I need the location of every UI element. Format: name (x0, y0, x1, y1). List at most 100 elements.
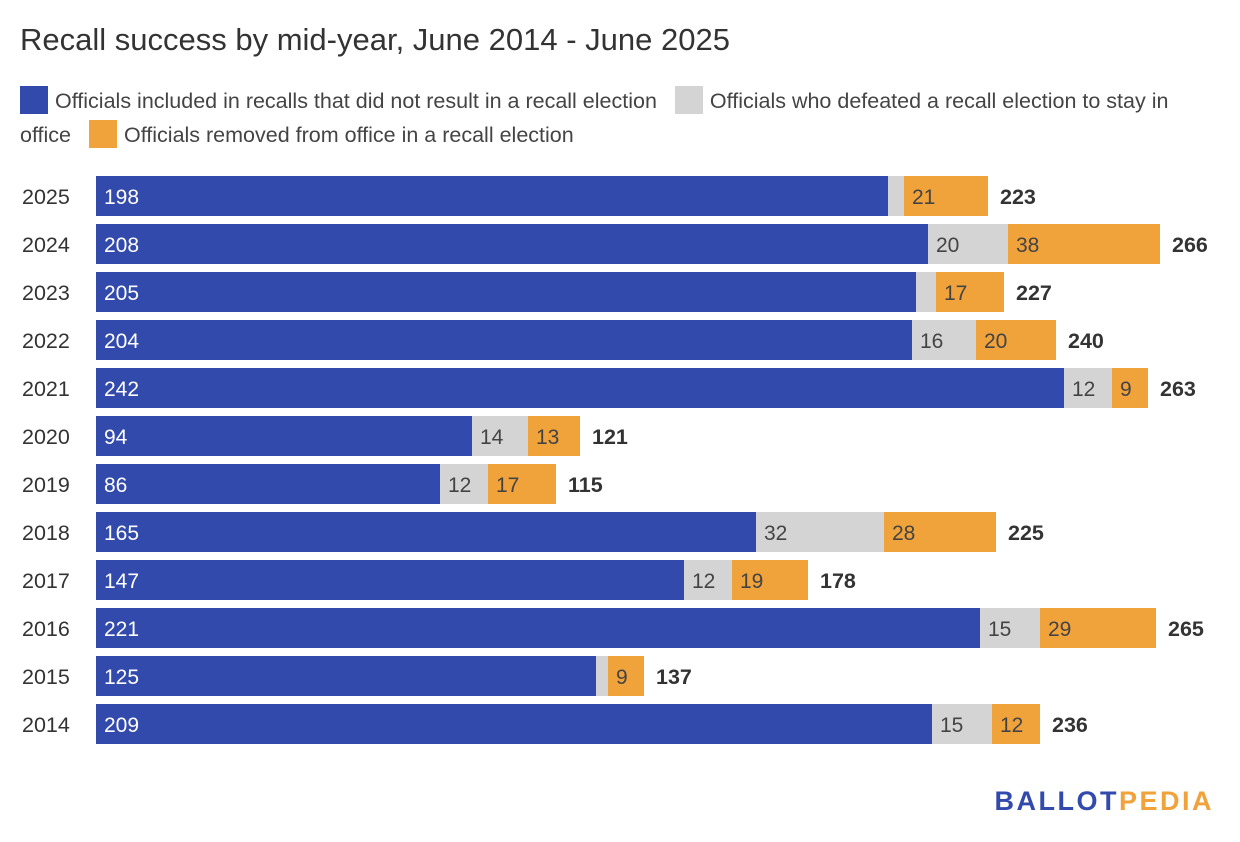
data-label-2017-s3: 19 (740, 570, 763, 593)
data-label-2020-s1: 94 (104, 426, 128, 449)
data-label-2025-s3: 21 (912, 186, 935, 209)
legend-label-removed: Officials removed from office in a recal… (123, 123, 574, 147)
bar-segment-2024-s3 (1008, 224, 1160, 264)
bar-segment-2015-s2 (596, 656, 608, 696)
legend-label-defeated-recall: Officials who defeated a recall election… (20, 89, 1169, 147)
data-label-2014-s3: 12 (1000, 714, 1023, 737)
bar-segment-2020-s3 (528, 416, 580, 456)
total-label-2016: 265 (1168, 617, 1204, 641)
data-label-2024-s1: 208 (104, 234, 139, 257)
data-label-2018-s3: 28 (892, 522, 915, 545)
logo-part-pedia: PEDIA (1118, 786, 1214, 816)
data-label-2018-s1: 165 (104, 522, 139, 545)
legend-item-defeated-recall: Officials who defeated a recall election… (20, 86, 1169, 147)
data-label-2023-s3: 17 (944, 282, 967, 305)
bar-segment-2018-s3 (884, 512, 996, 552)
data-label-2018-s2: 32 (764, 522, 787, 545)
bar-segment-2019-s3 (488, 464, 556, 504)
data-label-2020-s3: 13 (536, 426, 559, 449)
category-label-2019: 2019 (22, 473, 70, 497)
data-label-2022-s1: 204 (104, 330, 139, 353)
bar-segment-2023-s3 (936, 272, 1004, 312)
bar-segment-2015-s1 (96, 656, 596, 696)
total-label-2025: 223 (1000, 185, 1036, 209)
bar-segment-2021-s3 (1112, 368, 1148, 408)
bar-segment-2016-s1 (96, 608, 980, 648)
category-label-2022: 2022 (22, 329, 70, 353)
bar-segment-2015-s3 (608, 656, 644, 696)
data-label-2016-s1: 221 (104, 618, 139, 641)
bar-segment-2017-s2 (684, 560, 732, 600)
category-label-2025: 2025 (22, 185, 70, 209)
chart-title: Recall success by mid-year, June 2014 - … (20, 22, 730, 57)
bar-segment-2022-s1 (96, 320, 912, 360)
category-label-2017: 2017 (22, 569, 70, 593)
total-label-2014: 236 (1052, 713, 1088, 737)
total-label-2024: 266 (1172, 233, 1208, 257)
data-label-2024-s2: 20 (936, 234, 959, 257)
category-label-2020: 2020 (22, 425, 70, 449)
data-label-2021-s3: 9 (1120, 378, 1132, 401)
bar-segment-2018-s1 (96, 512, 756, 552)
data-label-2020-s2: 14 (480, 426, 504, 449)
data-label-2017-s1: 147 (104, 570, 139, 593)
data-label-2021-s2: 12 (1072, 378, 1095, 401)
category-label-2016: 2016 (22, 617, 70, 641)
data-label-2015-s3: 9 (616, 666, 628, 689)
bar-segment-2014-s1 (96, 704, 932, 744)
bar-segment-2025-s1 (96, 176, 888, 216)
bar-segment-2019-s1 (96, 464, 440, 504)
bar-segment-2020-s1 (96, 416, 472, 456)
legend-swatch-removed (88, 120, 117, 148)
total-label-2017: 178 (820, 569, 856, 593)
data-label-2022-s2: 16 (920, 330, 943, 353)
category-label-2018: 2018 (22, 521, 70, 545)
total-label-2022: 240 (1068, 329, 1104, 353)
data-label-2016-s3: 29 (1048, 618, 1071, 641)
legend-swatch-defeated-recall (674, 86, 703, 114)
legend-swatch-not-on-ballot (20, 86, 48, 114)
bar-segment-2024-s2 (928, 224, 1008, 264)
total-label-2019: 115 (568, 473, 603, 497)
bar-segment-2021-s2 (1064, 368, 1112, 408)
bar-segment-2025-s3 (904, 176, 988, 216)
bar-segment-2017-s3 (732, 560, 808, 600)
bar-segment-2016-s3 (1040, 608, 1156, 648)
legend-item-removed: Officials removed from office in a recal… (88, 120, 574, 148)
data-label-2017-s2: 12 (692, 570, 715, 593)
data-label-2014-s2: 15 (940, 714, 963, 737)
bar-segment-2021-s1 (96, 368, 1064, 408)
bar-segment-2017-s1 (96, 560, 684, 600)
legend-label-not-on-ballot: Officials included in recalls that did n… (55, 89, 657, 113)
data-label-2021-s1: 242 (104, 378, 139, 401)
legend-item-not-on-ballot: Officials included in recalls that did n… (20, 86, 657, 114)
bar-segment-2023-s2 (916, 272, 936, 312)
data-label-2014-s1: 209 (104, 714, 139, 737)
bar-segment-2022-s3 (976, 320, 1056, 360)
bar-segment-2024-s1 (96, 224, 928, 264)
data-label-2019-s2: 12 (448, 474, 471, 497)
bar-segment-2014-s3 (992, 704, 1040, 744)
total-label-2018: 225 (1008, 521, 1044, 545)
data-label-2022-s3: 20 (984, 330, 1007, 353)
legend: Officials included in recalls that did n… (20, 84, 1220, 152)
data-label-2019-s3: 17 (496, 474, 519, 497)
total-label-2020: 121 (592, 425, 628, 449)
data-label-2025-s1: 198 (104, 186, 139, 209)
bar-segment-2018-s2 (756, 512, 884, 552)
ballotpedia-logo: BALLOTPEDIA (994, 786, 1214, 817)
category-label-2021: 2021 (22, 377, 70, 401)
data-label-2023-s1: 205 (104, 282, 139, 305)
data-label-2016-s2: 15 (988, 618, 1011, 641)
bar-segment-2025-s2 (888, 176, 904, 216)
bar-segment-2023-s1 (96, 272, 916, 312)
bar-segment-2020-s2 (472, 416, 528, 456)
category-label-2014: 2014 (22, 713, 70, 737)
bar-segment-2019-s2 (440, 464, 488, 504)
total-label-2015: 137 (656, 665, 692, 689)
total-label-2021: 263 (1160, 377, 1196, 401)
bar-segment-2022-s2 (912, 320, 976, 360)
total-label-2023: 227 (1016, 281, 1052, 305)
category-label-2023: 2023 (22, 281, 70, 305)
